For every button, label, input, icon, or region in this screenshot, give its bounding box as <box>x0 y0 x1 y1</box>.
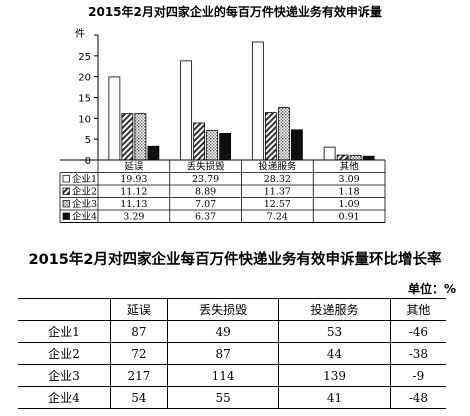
row-label: 企业3 <box>18 364 111 387</box>
legend-label: 企业1 <box>72 173 97 185</box>
bar-企业4-其他 <box>362 155 375 161</box>
table-cell: 217 <box>110 364 168 387</box>
table-row: 企业3 217 114 139 -9 <box>18 364 446 387</box>
legend-key-企业1 <box>62 175 70 183</box>
bar-企业3-延误 <box>134 113 147 161</box>
x-category-label: 投递服务 <box>258 161 297 173</box>
data-table-value: 8.89 <box>195 187 216 198</box>
table-row: 企业4 54 55 41 -48 <box>18 386 446 409</box>
y-tick-label: 0 <box>85 156 91 167</box>
bar-企业3-其他 <box>349 155 362 161</box>
table-cell: 87 <box>110 320 168 343</box>
y-axis-label: 件 <box>75 28 85 40</box>
header-cell-delivery: 投递服务 <box>278 298 391 321</box>
bar-企业1-丢失损毁 <box>180 60 193 161</box>
row-label: 企业4 <box>18 386 111 409</box>
complaints-chart: 2015年2月对四家企业的每百万件快递业务有效申诉量件 0 5 10 15 20 25 延误 丢… <box>59 4 386 223</box>
row-label: 企业1 <box>18 320 111 343</box>
bar-企业3-丢失损毁 <box>206 130 219 161</box>
data-table-value: 11.37 <box>264 187 291 198</box>
table-row: 企业1 87 49 53 -46 <box>18 320 446 343</box>
data-table-value: 12.57 <box>264 199 291 210</box>
data-table-value: 3.29 <box>123 212 144 223</box>
table-cell: 72 <box>110 342 168 365</box>
data-table-value: 6.37 <box>195 212 216 223</box>
data-table-value: 7.24 <box>267 212 288 223</box>
bar-企业2-投递服务 <box>264 112 277 161</box>
bar-企业1-其他 <box>323 146 336 161</box>
table-cell: 55 <box>166 386 280 409</box>
y-tick-label: 5 <box>85 135 91 146</box>
bar-企业4-投递服务 <box>290 129 303 161</box>
data-table-value: 1.18 <box>339 187 360 198</box>
bar-企业2-丢失损毁 <box>193 122 206 161</box>
table-cell: 44 <box>278 342 391 365</box>
table-header-row: 延误 丢失损毁 投递服务 其他 <box>18 298 446 321</box>
table-cell: 114 <box>166 364 280 387</box>
table-row: 企业2 72 87 44 -38 <box>18 342 446 365</box>
table-cell: -46 <box>389 320 446 343</box>
table-cell: -9 <box>389 364 446 387</box>
data-table-value: 11.12 <box>120 187 147 198</box>
table-cell: 49 <box>166 320 280 343</box>
table-unit: 单位：% <box>407 282 456 296</box>
legend-key-企业4 <box>62 212 70 220</box>
bar-企业2-延误 <box>121 113 134 161</box>
legend-key-企业3 <box>62 200 70 208</box>
x-category-label: 丢失损毁 <box>187 161 226 173</box>
x-category-label: 其他 <box>340 161 360 173</box>
bar-企业2-其他 <box>336 154 349 161</box>
table-cell: 53 <box>278 320 391 343</box>
data-table-value: 0.91 <box>339 212 360 223</box>
table-cell: 54 <box>110 386 168 409</box>
data-table-value: 11.13 <box>120 199 147 210</box>
header-cell-delay: 延误 <box>110 298 168 321</box>
data-table-value: 23.79 <box>192 174 219 185</box>
table-cell: 41 <box>278 386 391 409</box>
table-cell: -48 <box>389 386 446 409</box>
data-table-value: 7.07 <box>195 199 216 210</box>
bar-企业4-丢失损毁 <box>219 133 232 161</box>
table-cell: 139 <box>278 364 391 387</box>
legend-label: 企业2 <box>72 186 97 198</box>
table-cell: -38 <box>389 342 446 365</box>
data-table-value: 19.93 <box>120 174 147 185</box>
x-category-label: 延误 <box>124 161 144 173</box>
row-label: 企业2 <box>18 342 111 365</box>
legend-key-企业2 <box>62 187 70 195</box>
header-cell-corner <box>18 298 111 321</box>
table-cell: 87 <box>166 342 280 365</box>
y-tick-label: 25 <box>78 52 91 63</box>
y-tick-label: 20 <box>78 73 91 84</box>
data-table-value: 1.09 <box>339 199 360 210</box>
bar-企业3-投递服务 <box>277 107 290 161</box>
bar-企业1-投递服务 <box>251 41 264 161</box>
header-cell-loss: 丢失损毁 <box>166 298 280 321</box>
bar-企业4-延误 <box>147 145 160 161</box>
y-tick-label: 10 <box>78 114 91 125</box>
legend-label: 企业3 <box>72 198 97 210</box>
legend-label: 企业4 <box>72 211 97 223</box>
data-table-value: 3.09 <box>339 174 360 185</box>
bar-企业1-延误 <box>108 76 121 161</box>
y-tick-label: 15 <box>78 94 91 105</box>
table-title: 2015年2月对四家企业每百万件快递业务有效申诉量环比增长率 <box>28 252 442 268</box>
chart-title: 2015年2月对四家企业的每百万件快递业务有效申诉量 <box>88 4 382 19</box>
data-table-value: 28.32 <box>264 174 291 185</box>
header-cell-other: 其他 <box>389 298 446 321</box>
growth-rate-table: 延误 丢失损毁 投递服务 其他 企业1 87 49 53 -46 企业2 72 … <box>18 298 446 409</box>
